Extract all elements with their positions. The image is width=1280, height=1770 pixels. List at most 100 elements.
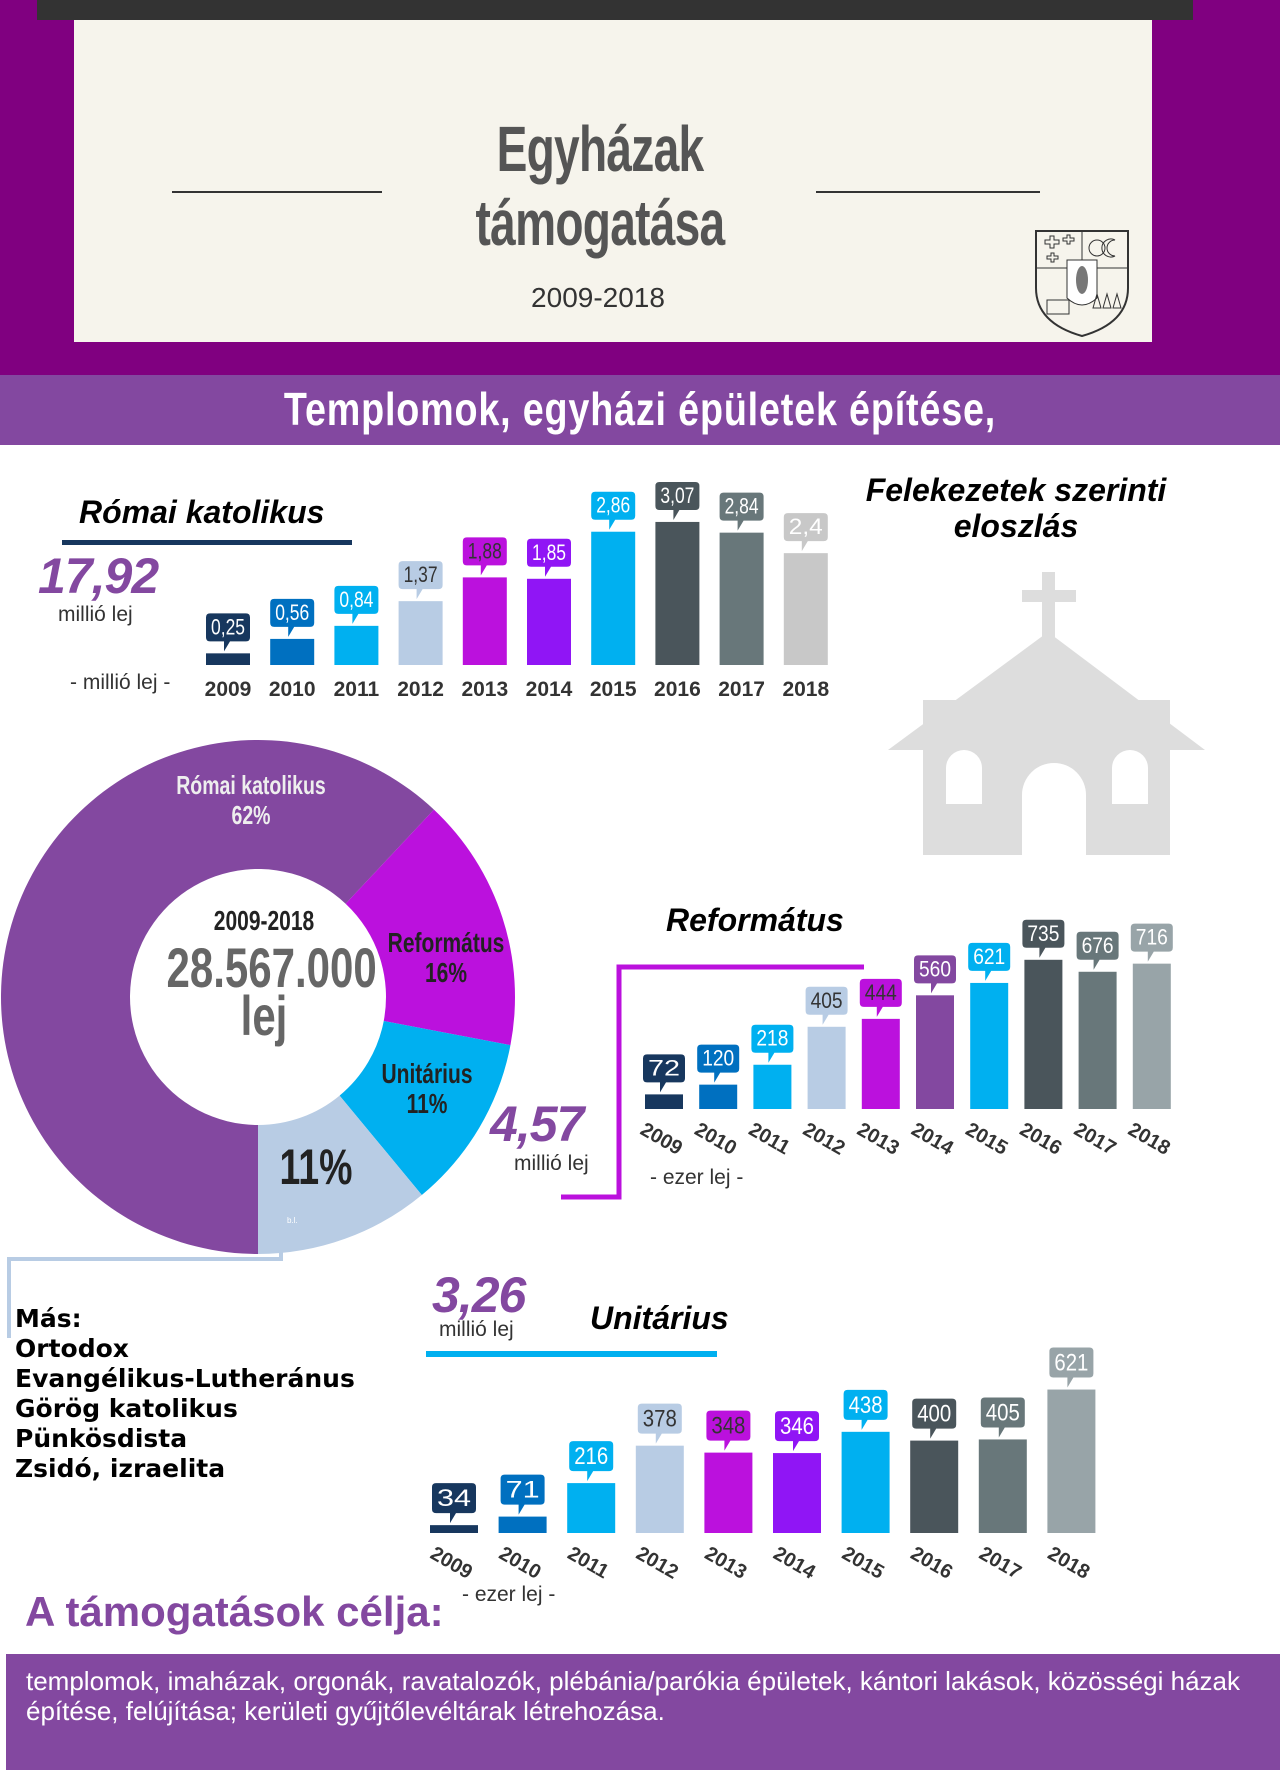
reformed-year-label: 2010 bbox=[691, 1118, 741, 1159]
roman-catholic-bar-2011 bbox=[334, 625, 379, 665]
donut-center-unit: lej bbox=[240, 984, 288, 1047]
donut-center-total: 28.567.000 bbox=[166, 936, 377, 999]
roman-catholic-value-bubble bbox=[334, 585, 379, 624]
roman-catholic-value-label: 1,85 bbox=[532, 540, 566, 565]
donut-slice-3 bbox=[258, 1095, 422, 1254]
reformed-value-label: 444 bbox=[865, 980, 897, 1005]
roman-catholic-bar-2015 bbox=[591, 531, 636, 665]
coat-of-arms-icon bbox=[1035, 230, 1129, 338]
reformed-value-label: 621 bbox=[973, 944, 1005, 969]
roman-catholic-year-label: 2017 bbox=[718, 678, 765, 701]
period-label: 2009-2018 bbox=[531, 282, 665, 313]
section-title: Templomok, egyházi épületek építése, fel… bbox=[283, 383, 997, 489]
others-item: Evangélikus-Lutheránus bbox=[15, 1364, 355, 1393]
distribution-title: Felekezetek szerinti eloszlás bbox=[800, 472, 1232, 544]
reformed-value-label: 560 bbox=[919, 956, 951, 981]
unitarian-year-label: 2014 bbox=[770, 1542, 820, 1584]
roman-catholic-value-bubble bbox=[783, 513, 828, 552]
unitarian-value-bubble bbox=[500, 1474, 545, 1515]
top-bar bbox=[37, 0, 1193, 20]
unitarian-value-label: 378 bbox=[643, 1406, 677, 1433]
unitarian-value-bubble bbox=[706, 1410, 751, 1451]
reformed-total-unit: millió lej bbox=[514, 1152, 589, 1175]
unitarian-value-bubble bbox=[843, 1389, 888, 1430]
unitarian-year-label: 2012 bbox=[632, 1542, 682, 1583]
goal-title: A támogatások célja: bbox=[25, 1588, 444, 1635]
roman-catholic-value-bubble bbox=[398, 561, 443, 600]
reformed-value-bubble bbox=[1076, 931, 1119, 970]
roman-catholic-underline bbox=[62, 540, 352, 545]
unitarian-bar-2010 bbox=[498, 1516, 547, 1533]
others-item: Pünkösdista bbox=[15, 1424, 188, 1453]
reformed-bar-2016 bbox=[1024, 959, 1063, 1109]
donut-label-reformed: Református 16% bbox=[387, 927, 505, 988]
unitarian-year-label: 2016 bbox=[907, 1542, 957, 1583]
others-item: Ortodox bbox=[15, 1334, 129, 1363]
unitarian-value-bubble bbox=[569, 1441, 614, 1482]
reformed-bar-2009 bbox=[645, 1094, 683, 1109]
reformed-value-bubble bbox=[914, 955, 956, 994]
roman-catholic-bar-2014 bbox=[527, 578, 571, 665]
unitarian-bar-2016 bbox=[910, 1440, 959, 1533]
reformed-value-label: 676 bbox=[1082, 933, 1114, 958]
reformed-value-bubble bbox=[1130, 923, 1173, 962]
unitarian-value-bubble bbox=[1049, 1347, 1094, 1388]
unitarian-year-label: 2011 bbox=[564, 1542, 613, 1583]
donut-note: b.l. bbox=[287, 1216, 298, 1225]
unitarian-underline bbox=[426, 1351, 717, 1357]
roman-catholic-year-label: 2009 bbox=[205, 678, 252, 701]
reformed-bar-2017 bbox=[1078, 971, 1117, 1109]
roman-catholic-value-bubble bbox=[206, 613, 250, 652]
unitarian-bar-2012 bbox=[635, 1445, 684, 1533]
roman-catholic-bar-2017 bbox=[719, 532, 764, 665]
roman-catholic-value-label: 3,07 bbox=[660, 483, 694, 508]
unitarian-year-label: 2018 bbox=[1044, 1542, 1094, 1583]
unitarian-value-label: 348 bbox=[711, 1413, 745, 1440]
roman-catholic-value-label: 1,37 bbox=[404, 562, 438, 587]
reformed-value-bubble bbox=[697, 1044, 740, 1083]
roman-catholic-year-label: 2018 bbox=[782, 678, 829, 701]
donut-slice-1 bbox=[345, 809, 515, 1046]
donut-label-others: 11% bbox=[279, 1139, 353, 1195]
reformed-bar-2010 bbox=[699, 1084, 738, 1109]
title-rule-left bbox=[172, 191, 382, 193]
section-banner bbox=[0, 375, 1280, 445]
roman-catholic-value-bubble bbox=[719, 492, 764, 531]
roman-catholic-bar-2010 bbox=[270, 638, 315, 665]
roman-catholic-bar-chart: 0,25 2009 0,56 2010 0,84 2011 1,37 2012 1,88 2013… bbox=[205, 481, 829, 701]
donut-chart bbox=[0, 739, 515, 1254]
reformed-value-label: 120 bbox=[702, 1046, 734, 1071]
unitarian-value-label: 216 bbox=[574, 1443, 608, 1470]
reformed-value-bubble bbox=[643, 1054, 685, 1093]
reformed-bar-2014 bbox=[916, 995, 954, 1109]
roman-catholic-value-bubble bbox=[462, 537, 507, 576]
unitarian-value-label: 621 bbox=[1054, 1350, 1088, 1377]
roman-catholic-year-label: 2015 bbox=[590, 678, 637, 701]
unitarian-value-label: 438 bbox=[849, 1392, 883, 1419]
reformed-value-label: 405 bbox=[811, 988, 843, 1013]
unitarian-title: Unitárius bbox=[590, 1300, 729, 1336]
reformed-axis-unit: - ezer lej - bbox=[650, 1166, 744, 1189]
roman-catholic-year-label: 2010 bbox=[269, 678, 316, 701]
roman-catholic-bar-2016 bbox=[655, 521, 700, 665]
page-title: Egyházak támogatása bbox=[475, 113, 726, 259]
unitarian-value-label: 405 bbox=[986, 1399, 1020, 1426]
unitarian-value-bubble bbox=[775, 1411, 819, 1452]
unitarian-total: 3,26 bbox=[432, 1267, 526, 1323]
goal-text: templomok, imaházak, orgonák, ravatalozó… bbox=[26, 1666, 1241, 1726]
unitarian-total-unit: millió lej bbox=[439, 1318, 514, 1341]
unitarian-bar-2011 bbox=[567, 1483, 616, 1533]
roman-catholic-year-label: 2014 bbox=[526, 678, 573, 701]
unitarian-bar-2015 bbox=[841, 1431, 890, 1533]
others-item: Görög katolikus bbox=[15, 1394, 238, 1423]
roman-catholic-value-label: 0,84 bbox=[339, 587, 373, 612]
unitarian-year-label: 2009 bbox=[427, 1542, 477, 1583]
reformed-year-label: 2009 bbox=[637, 1118, 687, 1159]
unitarian-bar-2018 bbox=[1047, 1389, 1096, 1533]
reformed-connector bbox=[561, 964, 864, 1200]
unitarian-value-label: 400 bbox=[917, 1401, 951, 1428]
others-title: Más: bbox=[15, 1304, 82, 1333]
roman-catholic-value-label: 0,25 bbox=[211, 614, 245, 639]
unitarian-value-label: 34 bbox=[437, 1485, 471, 1512]
